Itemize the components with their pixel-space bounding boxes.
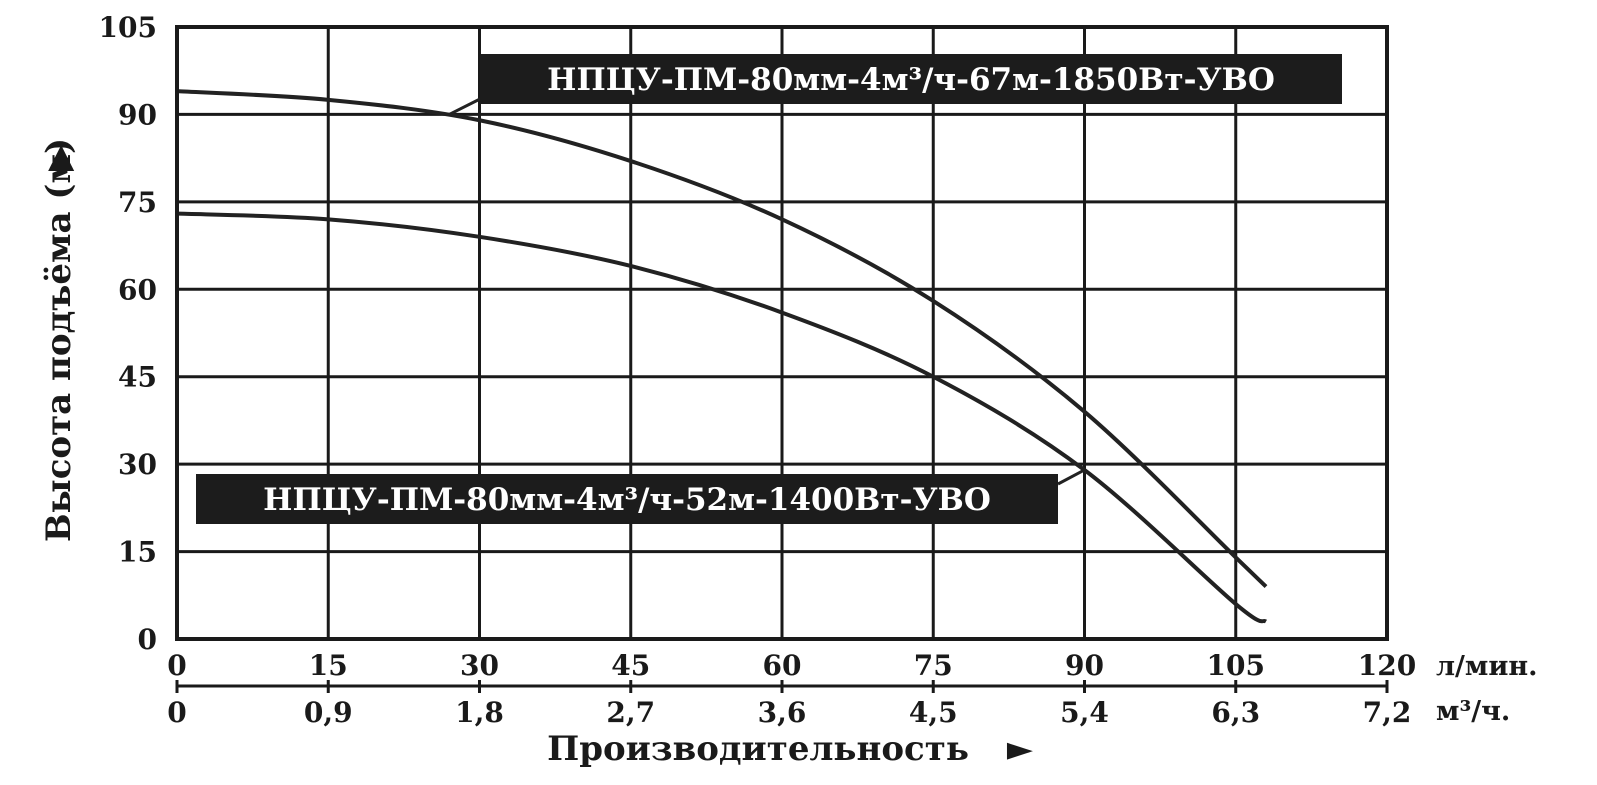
x2-tick-label-m3h: 4,5: [909, 696, 958, 729]
x-tick-label-lpm: 105: [1207, 649, 1265, 682]
x-axis-arrow: ►: [1007, 729, 1034, 769]
y-axis-arrow: ▶: [39, 144, 79, 171]
series-label-box: [196, 474, 1058, 524]
x-tick-label-lpm: 15: [309, 649, 348, 682]
x-tick-label-lpm: 0: [167, 649, 186, 682]
x-tick-label-lpm: 90: [1065, 649, 1104, 682]
y-tick-label: 0: [138, 623, 157, 656]
y-tick-label: 15: [118, 536, 157, 569]
x-tick-label-lpm: 60: [763, 649, 802, 682]
series-label-2: НПЦУ-ПМ-80мм-4м³/ч-52м-1400Вт-УВО: [263, 482, 991, 518]
y-tick-label: 105: [99, 11, 157, 44]
plot-frame: [175, 25, 1389, 641]
y-tick-label: 45: [118, 361, 157, 394]
axes: 015304560759010500150,9301,8452,7603,675…: [99, 11, 1417, 729]
y-tick-label: 30: [118, 448, 157, 481]
x2-tick-label-m3h: 0: [167, 696, 186, 729]
series-label-1: НПЦУ-ПМ-80мм-4м³/ч-67м-1850Вт-УВО: [547, 62, 1275, 98]
x-axis-unit-lpm: л/мин.: [1436, 651, 1538, 682]
x2-tick-label-m3h: 1,8: [455, 696, 504, 729]
series-curves: [176, 89, 1268, 624]
series-line-1: [176, 89, 1268, 588]
x-tick-label-lpm: 30: [460, 649, 499, 682]
grid: [175, 25, 1389, 641]
x2-tick-label-m3h: 7,2: [1363, 696, 1412, 729]
x-tick-label-lpm: 120: [1358, 649, 1416, 682]
x2-tick-label-m3h: 5,4: [1060, 696, 1109, 729]
x2-tick-label-m3h: 3,6: [758, 696, 807, 729]
series-line-2: [176, 211, 1267, 624]
x2-tick-label-m3h: 0,9: [304, 696, 353, 729]
y-tick-label: 75: [118, 186, 157, 219]
series-label-leader: [1057, 468, 1086, 486]
x-axis-unit-m3h: м³/ч.: [1436, 696, 1510, 727]
y-axis-label: Высота подъёма (м): [39, 138, 79, 542]
y-tick-label: 90: [118, 98, 157, 131]
x-tick-label-lpm: 75: [914, 649, 953, 682]
x2-tick-label-m3h: 2,7: [606, 696, 655, 729]
series-labels: НПЦУ-ПМ-80мм-4м³/ч-67м-1850Вт-УВО НПЦУ-ПМ…: [196, 54, 1342, 524]
y-tick-label: 60: [118, 273, 157, 306]
series-label-box: [480, 54, 1342, 104]
x-tick-label-lpm: 45: [611, 649, 650, 682]
x2-tick-label-m3h: 6,3: [1211, 696, 1260, 729]
series-label-leader: [448, 97, 481, 116]
x-axis-label: Производительность: [547, 729, 969, 769]
